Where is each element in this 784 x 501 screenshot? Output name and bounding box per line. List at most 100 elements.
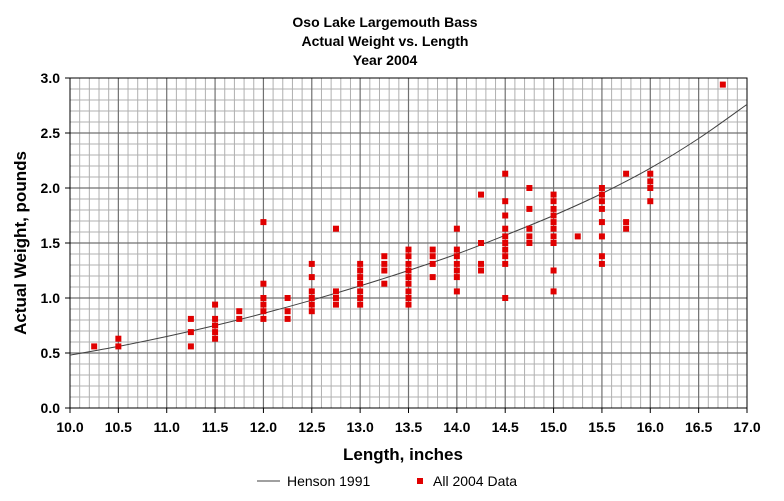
data-point (381, 267, 388, 274)
data-point (115, 343, 122, 350)
x-tick-label: 13.5 (395, 419, 422, 435)
data-point (429, 260, 436, 267)
data-point (550, 198, 557, 205)
data-point (478, 240, 485, 246)
data-point (502, 295, 509, 301)
data-point (212, 301, 219, 308)
data-point (212, 335, 219, 342)
data-point (381, 253, 388, 260)
data-point (429, 246, 436, 253)
data-point (598, 219, 605, 226)
data-point (357, 267, 364, 274)
data-point (308, 288, 315, 295)
x-tick-label: 14.0 (443, 419, 470, 435)
data-point (453, 246, 460, 253)
data-point (332, 225, 339, 232)
data-point (91, 343, 98, 350)
y-tick-label: 2.0 (41, 180, 61, 196)
data-point (502, 170, 509, 177)
data-point (502, 212, 509, 219)
y-tick-label: 2.5 (41, 125, 61, 141)
x-tick-label: 16.5 (685, 419, 712, 435)
data-point (478, 191, 485, 198)
data-point (236, 308, 243, 315)
data-point (212, 322, 219, 329)
data-point (453, 225, 460, 232)
data-point (550, 233, 557, 240)
data-point (550, 225, 557, 232)
data-point (453, 288, 460, 295)
y-axis-ticks: 0.0 0.5 1.0 1.5 2.0 2.5 3.0 (41, 70, 70, 416)
data-point (598, 260, 605, 267)
data-point (381, 280, 388, 287)
y-axis-label: Actual Weight, pounds (11, 151, 30, 335)
data-point (647, 178, 654, 185)
data-point (623, 225, 630, 232)
data-point (332, 301, 339, 308)
data-point (332, 288, 339, 295)
data-point (502, 225, 509, 232)
data-point (478, 267, 485, 274)
data-point (526, 240, 533, 246)
major-grid (70, 78, 747, 408)
x-tick-label: 11.5 (202, 419, 229, 435)
chart-title: Oso Lake Largemouth Bass Actual Weight v… (292, 14, 477, 68)
data-point (429, 253, 436, 260)
data-point (550, 191, 557, 198)
data-point (598, 205, 605, 212)
legend-label-all-2004-data: All 2004 Data (433, 473, 517, 489)
x-tick-label: 14.5 (492, 419, 519, 435)
data-point (187, 315, 194, 322)
x-tick-label: 15.5 (588, 419, 615, 435)
data-point (550, 240, 557, 246)
data-point (357, 280, 364, 287)
data-point (719, 81, 726, 88)
data-point (598, 191, 605, 198)
x-tick-label: 16.0 (637, 419, 664, 435)
x-tick-label: 10.5 (105, 419, 132, 435)
data-point (478, 260, 485, 267)
data-point (357, 301, 364, 308)
data-point (429, 274, 436, 281)
data-point (405, 301, 412, 308)
y-tick-label: 0.5 (41, 345, 61, 361)
x-axis-ticks: 10.0 10.5 11.0 11.5 12.0 12.5 13.0 13.5 14.0 14.5… (56, 408, 761, 435)
data-point (502, 240, 509, 246)
data-point (502, 233, 509, 240)
data-point (405, 288, 412, 295)
data-point (598, 185, 605, 191)
y-tick-label: 0.0 (41, 400, 61, 416)
data-point (647, 198, 654, 205)
data-point (115, 335, 122, 342)
y-tick-label: 3.0 (41, 70, 61, 86)
data-point (260, 315, 267, 322)
data-point (550, 288, 557, 295)
data-point (260, 295, 267, 301)
y-tick-label: 1.0 (41, 290, 61, 306)
data-point (598, 198, 605, 205)
x-tick-label: 17.0 (733, 419, 760, 435)
data-point (284, 308, 291, 315)
chart-title-line-3: Year 2004 (353, 52, 418, 68)
data-point (502, 246, 509, 253)
data-point (284, 295, 291, 301)
data-point (526, 205, 533, 212)
data-point (550, 212, 557, 219)
data-point (405, 274, 412, 281)
data-point (357, 274, 364, 281)
data-point (453, 253, 460, 260)
chart-title-line-2: Actual Weight vs. Length (302, 33, 469, 49)
data-point (405, 246, 412, 253)
x-tick-label: 11.0 (153, 419, 180, 435)
data-point (405, 280, 412, 287)
data-point (357, 288, 364, 295)
data-point (212, 329, 219, 336)
chart-title-line-1: Oso Lake Largemouth Bass (292, 14, 477, 30)
data-point (453, 274, 460, 281)
data-point (308, 260, 315, 267)
data-point (236, 315, 243, 322)
x-tick-label: 12.0 (250, 419, 277, 435)
data-point (453, 260, 460, 267)
x-tick-label: 15.0 (540, 419, 567, 435)
